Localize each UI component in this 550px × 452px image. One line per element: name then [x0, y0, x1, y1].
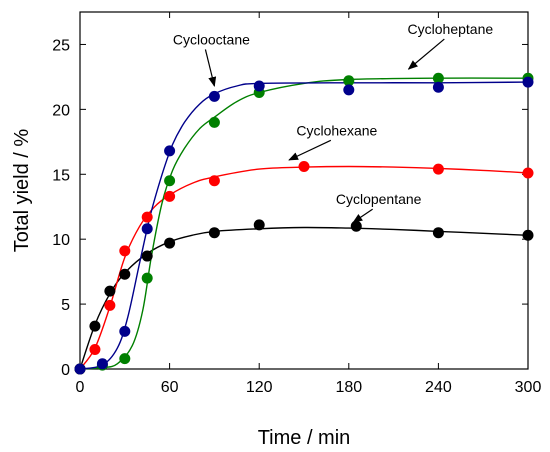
y-tick-label: 5 [61, 297, 70, 314]
point-cyclooctane [208, 90, 220, 102]
annotation-label-cyclopentane: Cyclopentane [336, 191, 422, 207]
point-cyclooctane [96, 358, 108, 370]
curve-cyclopentane [79, 226, 529, 370]
point-cyclopentane [89, 320, 101, 332]
x-tick-label: 300 [515, 379, 542, 396]
point-cyclooctane [343, 84, 355, 96]
point-cyclohexane [522, 167, 534, 179]
point-cyclooctane [253, 80, 265, 92]
annotation-label-cyclooctane: Cyclooctane [173, 31, 250, 47]
point-cyclopentane [208, 227, 220, 239]
annotation-arrow-cyclooctane [204, 49, 217, 87]
y-tick-label: 20 [52, 102, 70, 119]
point-cyclohexane [141, 211, 153, 223]
y-axis-title: Total yield / % [11, 129, 33, 253]
y-tick-label: 15 [52, 167, 70, 184]
point-cyclohexane [298, 160, 310, 172]
point-cyclohexane [89, 344, 101, 356]
point-cycloheptane [141, 272, 153, 284]
x-tick-label: 0 [76, 379, 85, 396]
point-cyclopentane [522, 229, 534, 241]
point-cyclopentane [350, 220, 362, 232]
point-cyclopentane [119, 268, 131, 280]
curve-cyclohexane [79, 165, 529, 370]
point-cyclooctane [119, 325, 131, 337]
point-cyclohexane [164, 190, 176, 202]
point-cyclopentane [104, 285, 116, 297]
point-cyclopentane [432, 227, 444, 239]
y-tick-label: 0 [61, 362, 70, 379]
point-cycloheptane [164, 175, 176, 187]
y-tick-label: 25 [52, 37, 70, 54]
point-cyclopentane [164, 237, 176, 249]
x-tick-label: 180 [335, 379, 362, 396]
curve-cycloheptane [79, 77, 529, 370]
x-tick-label: 60 [161, 379, 179, 396]
point-cycloheptane [119, 353, 131, 365]
annotation-arrow-cyclopentane [352, 208, 374, 223]
annotation-label-cycloheptane: Cycloheptane [408, 21, 494, 37]
point-cyclohexane [119, 245, 131, 257]
plot-frame [79, 11, 529, 370]
point-cyclooctane [432, 81, 444, 93]
point-cyclopentane [141, 250, 153, 262]
annotation-label-cyclohexane: Cyclohexane [296, 122, 377, 138]
point-cyclohexane [208, 175, 220, 187]
point-cyclohexane [104, 299, 116, 311]
annotation-arrow-cyclohexane [288, 139, 332, 161]
annotation-arrow-cycloheptane [407, 38, 445, 70]
point-cyclooctane [522, 76, 534, 88]
point-cyclooctane [141, 223, 153, 235]
point-cycloheptane [432, 72, 444, 84]
x-tick-label: 240 [425, 379, 452, 396]
point-cyclooctane [164, 145, 176, 157]
y-tick-label: 10 [52, 232, 70, 249]
point-cycloheptane [343, 75, 355, 87]
data-points [74, 72, 534, 375]
x-tick-label: 120 [246, 379, 273, 396]
axes: 0 60 120 180 240 300 0 5 10 15 20 25 [52, 11, 542, 396]
annotations: Cyclooctane Cycloheptane Cyclohexane Cyclop… [173, 21, 494, 223]
point-cycloheptane [208, 116, 220, 128]
point-cyclohexane [432, 163, 444, 175]
point-cyclooctane [74, 363, 86, 375]
x-axis-title: Time / min [258, 427, 351, 449]
point-cyclopentane [253, 219, 265, 231]
